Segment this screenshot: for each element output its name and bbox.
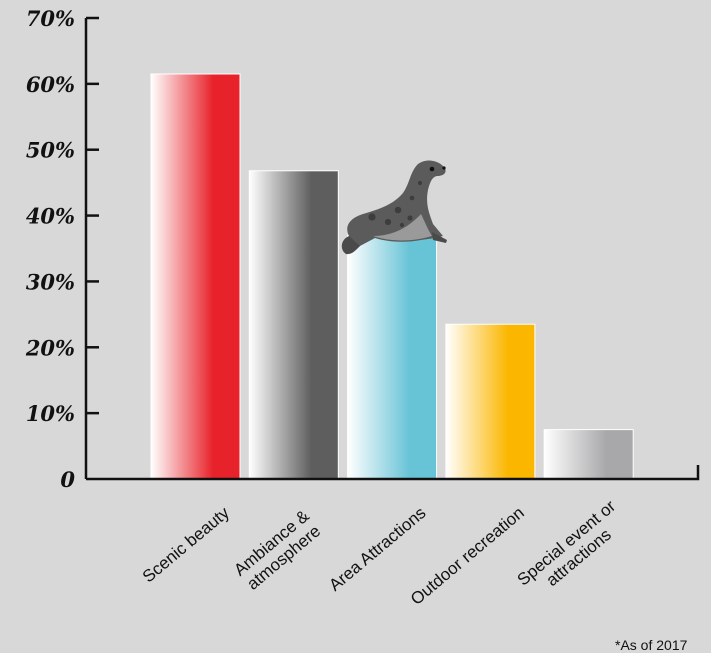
bar bbox=[347, 234, 438, 480]
x-tick-label: Area Attractions bbox=[325, 503, 429, 595]
y-tick-label: 60% bbox=[26, 72, 75, 97]
bar bbox=[543, 429, 634, 480]
bar bbox=[445, 323, 536, 480]
seal-icon bbox=[341, 160, 447, 255]
footnote: *As of 2017 bbox=[615, 637, 688, 653]
y-tick-label: 10% bbox=[26, 401, 75, 426]
x-tick-label: Scenic beauty bbox=[139, 503, 233, 587]
y-tick-label: 20% bbox=[25, 335, 75, 360]
y-tick-label: 70% bbox=[26, 6, 75, 31]
bar bbox=[150, 73, 241, 480]
y-tick-label: 0 bbox=[60, 467, 75, 492]
y-tick-label: 30% bbox=[26, 269, 75, 294]
bar bbox=[248, 170, 339, 480]
x-axis-line bbox=[86, 465, 700, 481]
y-tick-label: 50% bbox=[26, 138, 75, 163]
y-tick-label: 40% bbox=[26, 204, 75, 229]
bars bbox=[150, 73, 634, 480]
y-axis: 0 10% 20% 30% 40% 50% 60% 70% bbox=[25, 6, 99, 492]
